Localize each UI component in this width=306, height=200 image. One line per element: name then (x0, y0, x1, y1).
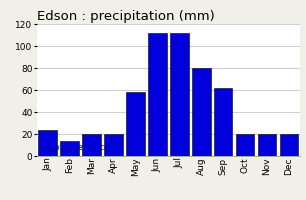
Bar (126, 92, 145, 156)
Bar (258, 134, 276, 156)
Bar (38, 130, 57, 156)
Bar (280, 134, 298, 156)
Bar (104, 134, 123, 156)
Bar (214, 88, 233, 156)
Bar (170, 33, 188, 156)
Bar (192, 68, 211, 156)
Bar (82, 134, 101, 156)
Text: Edson : precipitation (mm): Edson : precipitation (mm) (37, 10, 215, 23)
Bar (236, 134, 254, 156)
Bar (148, 33, 167, 156)
Text: www.allmetsat.com: www.allmetsat.com (42, 143, 117, 152)
Bar (60, 141, 79, 156)
